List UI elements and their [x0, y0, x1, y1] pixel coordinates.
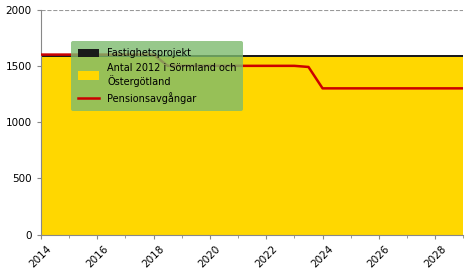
Legend: Fastighetsprojekt, Antal 2012 i Sörmland och
Östergötland, Pensionsavgångar: Fastighetsprojekt, Antal 2012 i Sörmland…	[71, 42, 243, 111]
